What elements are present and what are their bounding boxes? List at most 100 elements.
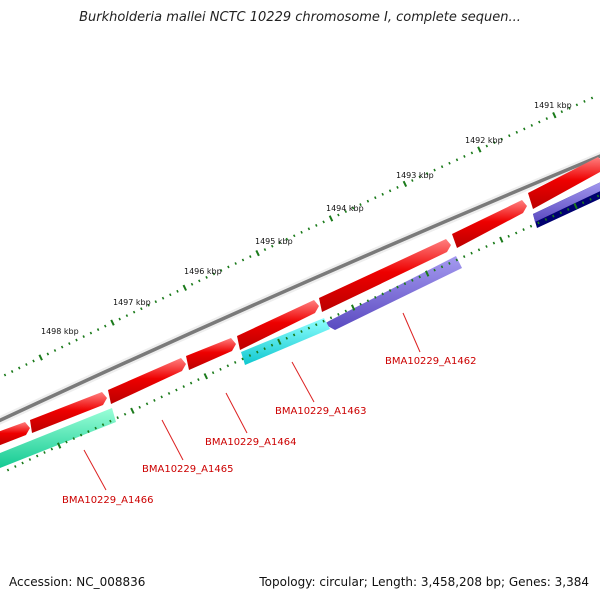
minor-tick [411,278,414,282]
major-tick [277,338,282,345]
minor-tick [470,151,474,155]
minor-tick [270,343,274,347]
minor-tick [211,371,215,375]
minor-tick [537,221,540,225]
minor-tick [278,241,281,245]
gene-label[interactable]: BMA10229_A1465 [142,464,233,475]
minor-tick [17,366,21,370]
minor-tick [448,161,451,165]
minor-tick [3,373,7,377]
minor-tick [241,357,244,361]
gene-label[interactable]: BMA10229_A1462 [385,356,476,367]
minor-tick [522,228,525,232]
minor-tick [344,210,348,213]
minor-tick [138,405,141,409]
minor-tick [197,378,200,382]
minor-tick [160,395,163,399]
minor-tick [329,316,333,320]
leader-line [402,312,421,353]
gene-arrow[interactable] [528,157,600,209]
leader-line [225,392,248,434]
minor-tick [68,342,71,345]
inner-scale-ruler [6,194,600,472]
major-tick [328,215,334,222]
gene-label-leaders [83,312,421,491]
minor-tick [575,103,579,107]
minor-tick [508,134,511,138]
gene-block-a1461-upper[interactable] [533,180,600,222]
major-tick [573,202,578,210]
minor-tick [300,330,303,333]
gene-arrow[interactable] [0,422,30,447]
tick-label: 1496 kbp [184,267,222,276]
minor-tick [433,168,436,172]
tick-label: 1497 kbp [113,298,151,307]
minor-tick [515,130,519,134]
minor-tick [25,363,28,366]
minor-tick [396,185,399,189]
major-tick [203,373,209,380]
minor-tick [485,144,489,148]
minor-tick [175,388,178,392]
major-tick [402,180,408,188]
minor-tick [388,289,392,292]
minor-tick [153,398,156,402]
gene-block-a1463[interactable] [241,318,330,365]
gene-label[interactable]: BMA10229_A1464 [205,437,296,448]
minor-tick [101,423,105,427]
minor-tick [82,335,85,338]
minor-tick [248,354,252,357]
minor-tick [226,364,230,368]
minor-tick [227,265,230,269]
minor-tick [28,458,32,461]
minor-tick [219,367,222,371]
gene-block-a1466[interactable] [0,408,116,470]
minor-tick [455,258,459,262]
gene-labels: BMA10229_A1462 BMA10229_A1463 BMA10229_A… [62,356,476,506]
minor-tick [538,120,541,124]
minor-tick [315,223,318,227]
minor-tick [205,275,208,279]
minor-tick [552,214,555,218]
gene-label[interactable]: BMA10229_A1466 [62,495,153,506]
minor-tick [589,197,592,201]
major-tick [350,304,356,311]
minor-tick [256,350,259,354]
major-tick [182,284,188,291]
leader-line [161,419,184,461]
minor-tick [125,314,129,318]
gene-arrow[interactable] [186,338,236,370]
minor-tick [21,461,24,465]
minor-tick [411,179,414,182]
gene-arrow[interactable] [319,239,451,312]
tick-label: 1491 kbp [534,101,572,110]
minor-tick [314,323,318,327]
gene-arrow[interactable] [237,300,319,350]
minor-tick [154,300,158,304]
minor-tick [566,207,570,211]
gene-arrow[interactable] [108,358,186,404]
gene-label[interactable]: BMA10229_A1463 [275,406,366,417]
minor-tick [477,248,481,252]
minor-tick [359,302,362,306]
minor-tick [507,234,510,238]
minor-tick [132,310,136,314]
minor-tick [292,333,296,337]
tick-label: 1493 kbp [396,171,434,180]
minor-tick [169,293,172,297]
accession-text: Accession: NC_008836 [9,575,146,589]
minor-tick [79,433,83,437]
map-title: Burkholderia mallei NCTC 10229 chromosom… [79,10,521,25]
minor-tick [285,237,289,241]
minor-tick [500,137,504,141]
gene-arrow[interactable] [452,200,527,248]
minor-tick [212,272,216,276]
minor-tick [14,465,17,468]
gene-arrow[interactable] [30,392,107,433]
minor-tick [366,199,370,203]
minor-tick [190,282,194,286]
minor-tick [65,440,68,444]
minor-tick [285,336,289,340]
minor-tick [544,218,548,221]
